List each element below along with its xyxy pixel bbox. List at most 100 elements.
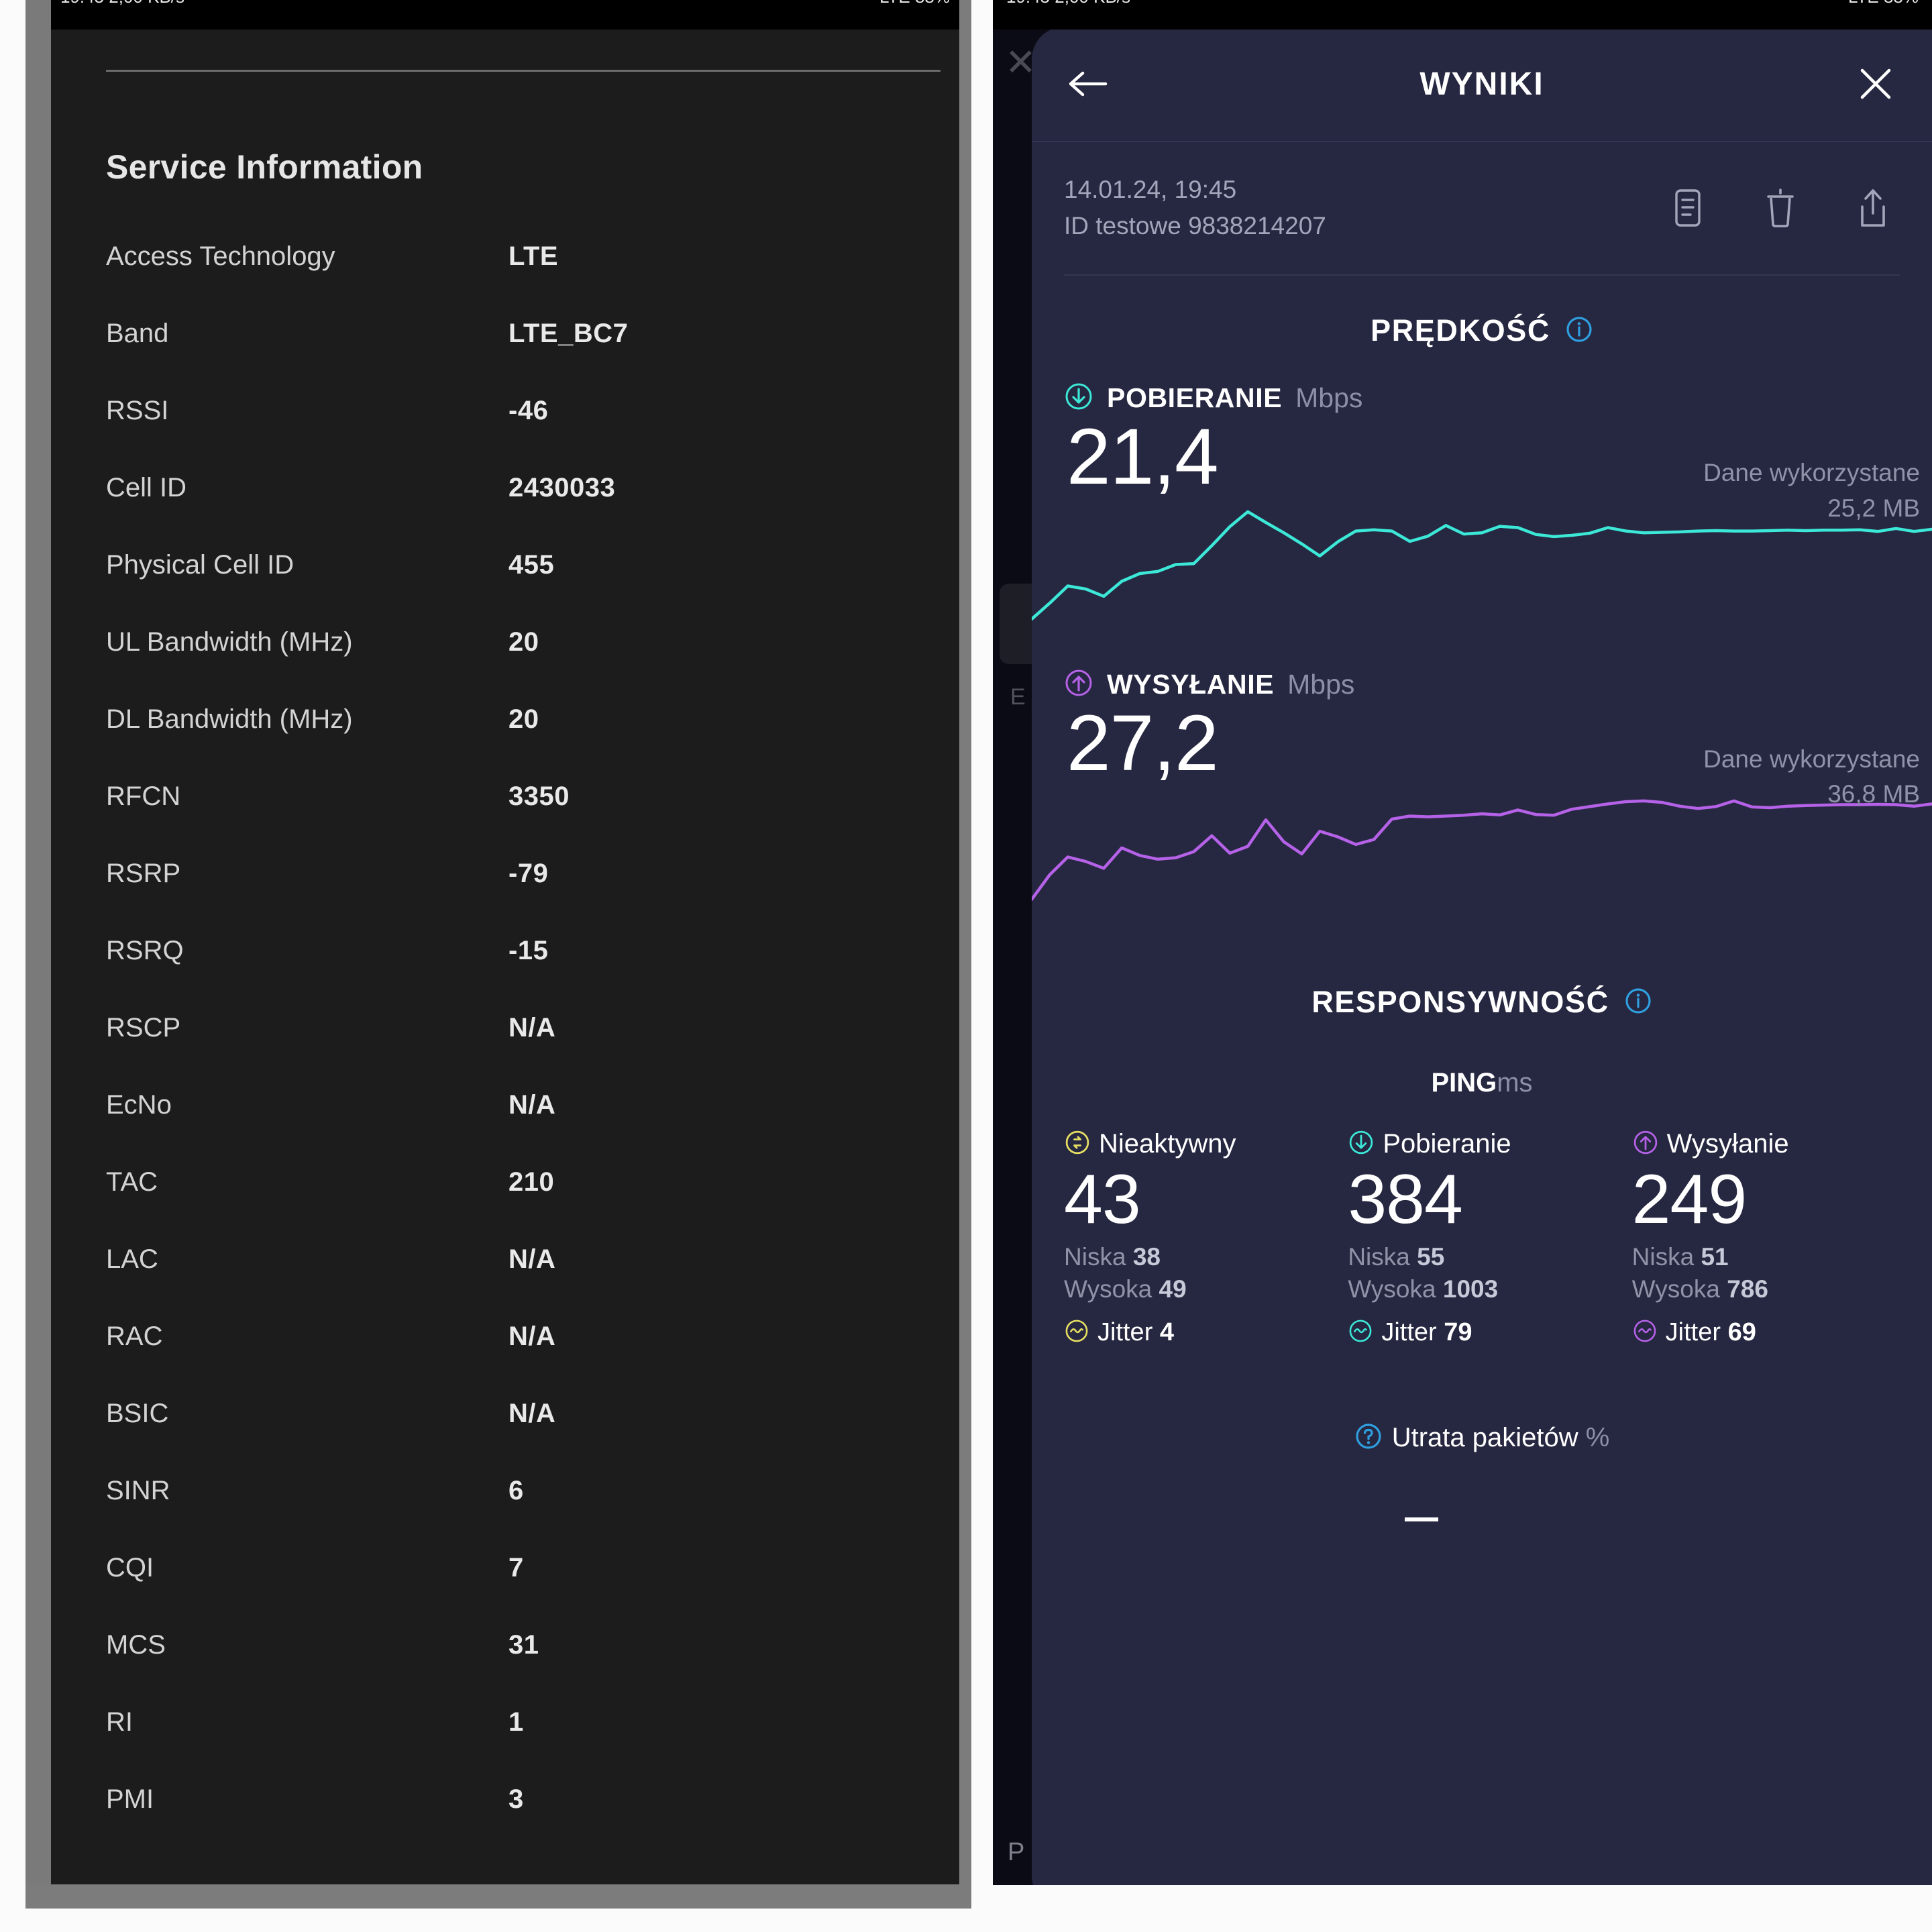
download-speed-graph	[1032, 510, 1932, 621]
delete-button[interactable]	[1754, 181, 1807, 235]
results-sheet: WYNIKI 14.01.24, 19:45 ID testowe 983821…	[1032, 27, 1932, 1909]
right-bottom-edge	[993, 1885, 1932, 1909]
test-meta-row: 14.01.24, 19:45 ID testowe 9838214207	[1032, 142, 1932, 244]
packet-loss-unit: %	[1585, 1422, 1610, 1452]
table-row: RI 1	[106, 1707, 918, 1784]
ping-columns: Nieaktywny 43 Niska 38 Wysoka 49 Jitter 4 Pob…	[1032, 1129, 1932, 1346]
left-bottom-edge	[25, 1884, 971, 1909]
table-row: RAC N/A	[106, 1322, 918, 1399]
download-arrow-icon	[1064, 382, 1093, 415]
download-data-used-label: Dane wykorzystane	[1703, 459, 1920, 487]
ping-column-name: Pobieranie	[1383, 1129, 1511, 1159]
table-row: RSRP -79	[106, 859, 918, 936]
android-status-bar-left: 19:45 2,00 KB/s LTE 88%	[51, 0, 959, 30]
info-value: 2430033	[508, 473, 616, 502]
ping-unit: ms	[1497, 1068, 1533, 1098]
info-label: MCS	[106, 1630, 166, 1660]
info-label: LAC	[106, 1244, 158, 1274]
packet-loss-section: Utrata pakietów % –	[1032, 1422, 1932, 1550]
responsiveness-info-icon[interactable]	[1624, 987, 1652, 1018]
upload-arrow-icon	[1064, 668, 1093, 701]
android-status-bar-right: 19:45 2,00 KB/s LTE 88%	[993, 0, 1932, 30]
ping-status-icon	[1064, 1129, 1091, 1159]
speed-info-icon[interactable]	[1565, 315, 1593, 347]
table-row: RSCP N/A	[106, 1013, 918, 1090]
speed-section-header: PRĘDKOŚĆ	[1032, 313, 1932, 348]
info-value: 6	[508, 1476, 524, 1505]
status-bar-right-right-text: LTE 88%	[1848, 0, 1919, 7]
right-screenshot-speedtest-results: ✕ E P 19:45 2,00 KB/s LTE 88% WYNIKI	[993, 0, 1932, 1909]
info-label: RI	[106, 1707, 133, 1737]
ping-low: Niska 38	[1064, 1242, 1161, 1271]
ping-status-icon	[1632, 1129, 1659, 1159]
info-value: 3350	[508, 782, 570, 811]
table-row: Access Technology LTE	[106, 241, 918, 319]
ping-jitter-text: Jitter 4	[1097, 1318, 1175, 1346]
info-value: N/A	[508, 1322, 556, 1351]
ping-column-header: Pobieranie	[1348, 1129, 1623, 1159]
table-row: PMI 3	[106, 1784, 918, 1862]
details-button[interactable]	[1661, 181, 1715, 235]
ping-title: PINGms	[1032, 1068, 1932, 1098]
back-button[interactable]	[1061, 57, 1115, 111]
table-row: EcNo N/A	[106, 1090, 918, 1167]
status-bar-left-text: 19:45 2,00 KB/s	[60, 0, 184, 7]
ping-column-value: 249	[1631, 1161, 1748, 1239]
info-label: RSRP	[106, 859, 181, 888]
top-divider	[106, 70, 941, 72]
share-button[interactable]	[1846, 181, 1900, 235]
info-value: LTE	[508, 241, 559, 271]
info-value: N/A	[508, 1244, 556, 1274]
ping-column-value: 384	[1348, 1161, 1463, 1239]
info-value: N/A	[508, 1399, 556, 1428]
ping-column-name: Nieaktywny	[1099, 1129, 1236, 1159]
info-value: 20	[508, 704, 539, 734]
responsiveness-section-header: RESPONSYWNOŚĆ	[1032, 985, 1932, 1020]
app-bar: WYNIKI	[1032, 27, 1932, 141]
info-label: EcNo	[106, 1090, 172, 1120]
table-row: Physical Cell ID 455	[106, 550, 918, 627]
info-value: -79	[508, 859, 549, 888]
speed-section-title: PRĘDKOŚĆ	[1371, 313, 1550, 348]
help-icon[interactable]	[1354, 1422, 1383, 1454]
upload-data-used-label: Dane wykorzystane	[1703, 745, 1920, 773]
ping-high: Wysoka 1003	[1348, 1275, 1499, 1303]
table-row: BSIC N/A	[106, 1399, 918, 1476]
upload-value: 27,2	[1067, 698, 1219, 788]
backdrop-text-e: E	[1010, 684, 1026, 710]
table-row: SINR 6	[106, 1476, 918, 1553]
info-label: Cell ID	[106, 473, 187, 502]
ping-column-header: Wysyłanie	[1632, 1129, 1908, 1159]
left-scroll-gutter	[25, 0, 51, 1909]
document-icon	[1675, 189, 1701, 227]
info-value: LTE_BC7	[508, 319, 629, 348]
app-bar-divider	[1032, 141, 1932, 142]
info-value: 455	[508, 550, 555, 580]
responsiveness-section-title: RESPONSYWNOŚĆ	[1311, 985, 1609, 1020]
ping-column: Nieaktywny 43 Niska 38 Wysoka 49 Jitter 4	[1056, 1129, 1340, 1346]
ping-title-text: PING	[1431, 1068, 1497, 1098]
service-info-table: Access Technology LTE Band LTE_BC7 RSSI -46 Ce…	[106, 241, 918, 1862]
ping-column-header: Nieaktywny	[1064, 1129, 1340, 1159]
download-label-row: POBIERANIE Mbps	[1032, 382, 1932, 415]
table-row: UL Bandwidth (MHz) 20	[106, 627, 918, 704]
close-button[interactable]	[1849, 57, 1902, 111]
info-label: DL Bandwidth (MHz)	[106, 704, 353, 734]
ping-column-name: Wysyłanie	[1666, 1129, 1789, 1159]
table-row: MCS 31	[106, 1630, 918, 1707]
ping-jitter-text: Jitter 79	[1381, 1318, 1472, 1346]
info-label: PMI	[106, 1784, 154, 1814]
table-row: Band LTE_BC7	[106, 319, 918, 396]
left-screenshot-service-info: 19:45 2,00 KB/s LTE 88% Service Informat…	[25, 0, 971, 1909]
info-value: -46	[508, 396, 549, 425]
left-scrollbar-track[interactable]	[959, 0, 971, 1909]
info-label: RFCN	[106, 782, 181, 811]
packet-loss-value: –	[1404, 1481, 1439, 1548]
table-row: TAC 210	[106, 1167, 918, 1244]
download-data-used: Dane wykorzystane 25,2 MB	[1703, 455, 1920, 526]
info-value: 210	[508, 1167, 555, 1197]
ping-column: Wysyłanie 249 Niska 51 Wysoka 786 Jitter 69	[1624, 1129, 1908, 1346]
info-label: Physical Cell ID	[106, 550, 294, 580]
test-datetime: 14.01.24, 19:45	[1064, 176, 1237, 203]
info-label: Band	[106, 319, 169, 348]
